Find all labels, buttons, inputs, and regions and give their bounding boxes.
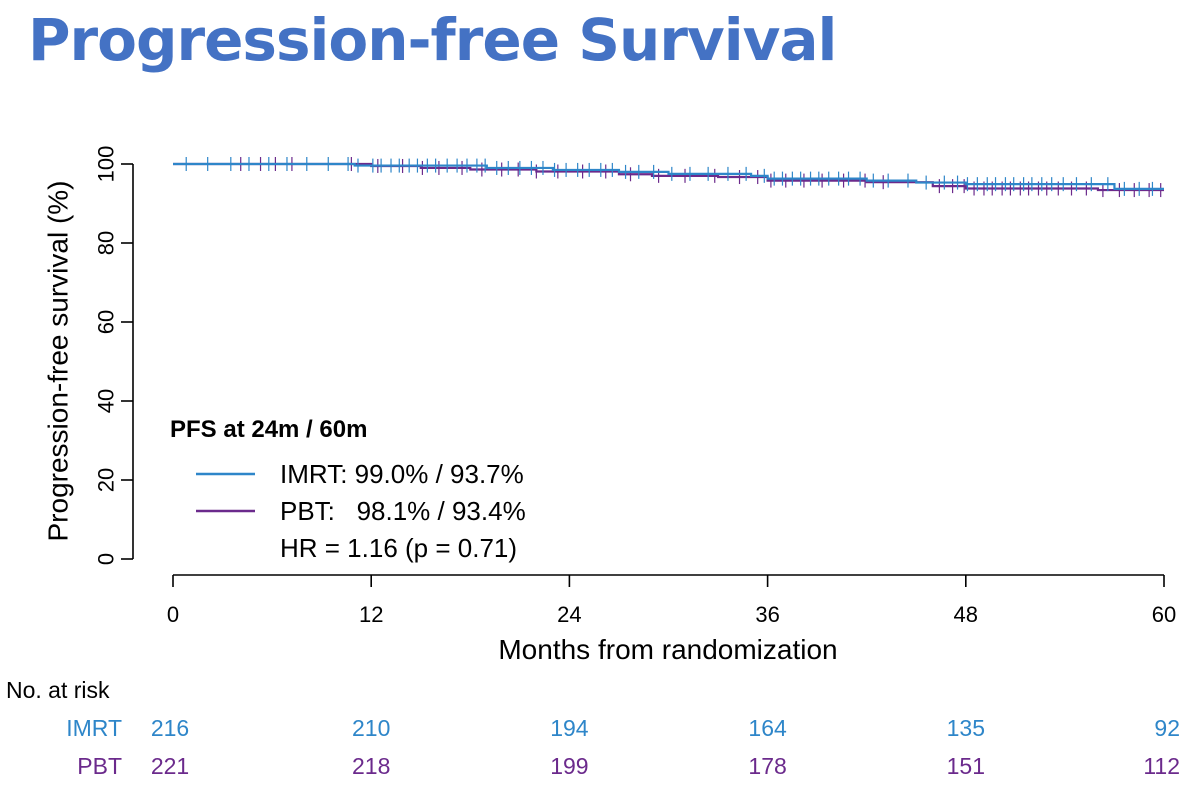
risk-count-imrt: 210 (352, 715, 391, 741)
risk-count-imrt: 135 (946, 715, 985, 741)
risk-row-label-pbt: PBT (77, 753, 122, 779)
risk-count-pbt: 178 (748, 753, 787, 779)
risk-count-pbt: 218 (352, 753, 391, 779)
risk-row-label-imrt: IMRT (66, 715, 122, 741)
risk-count-pbt: 221 (150, 753, 190, 779)
risk-count-pbt: 199 (550, 753, 589, 779)
x-tick-label: 12 (359, 602, 383, 627)
y-tick-label: 0 (94, 553, 119, 565)
risk-count-pbt: 112 (1143, 753, 1180, 779)
risk-table-title: No. at risk (6, 677, 110, 703)
risk-count-imrt: 194 (550, 715, 589, 741)
survival-curve-imrt (173, 162, 1164, 190)
legend-entry-imrt: IMRT: 99.0% / 93.7% (280, 459, 524, 489)
legend-title: PFS at 24m / 60m (170, 416, 367, 443)
risk-count-imrt: 92 (1154, 715, 1180, 741)
y-tick-label: 100 (94, 146, 119, 183)
x-tick-label: 60 (1152, 602, 1176, 627)
y-tick-label: 40 (94, 389, 119, 413)
risk-count-pbt: 151 (946, 753, 985, 779)
risk-count-imrt: 216 (150, 715, 190, 741)
legend-hazard-ratio: HR = 1.16 (p = 0.71) (280, 533, 517, 563)
y-axis-title: Progression-free survival (%) (43, 181, 74, 542)
x-tick-label: 24 (557, 602, 581, 627)
y-tick-label: 60 (94, 310, 119, 334)
x-axis-title: Months from randomization (498, 634, 837, 665)
x-tick-label: 36 (755, 602, 779, 627)
risk-count-imrt: 164 (748, 715, 787, 741)
survival-curve-pbt (173, 162, 1164, 192)
y-tick-label: 80 (94, 231, 119, 255)
slide-title: Progression-free Survival (28, 6, 837, 74)
x-tick-label: 0 (167, 602, 179, 627)
x-tick-label: 48 (954, 602, 978, 627)
legend-entry-pbt: PBT: 98.1% / 93.4% (280, 496, 526, 526)
y-tick-label: 20 (94, 468, 119, 492)
